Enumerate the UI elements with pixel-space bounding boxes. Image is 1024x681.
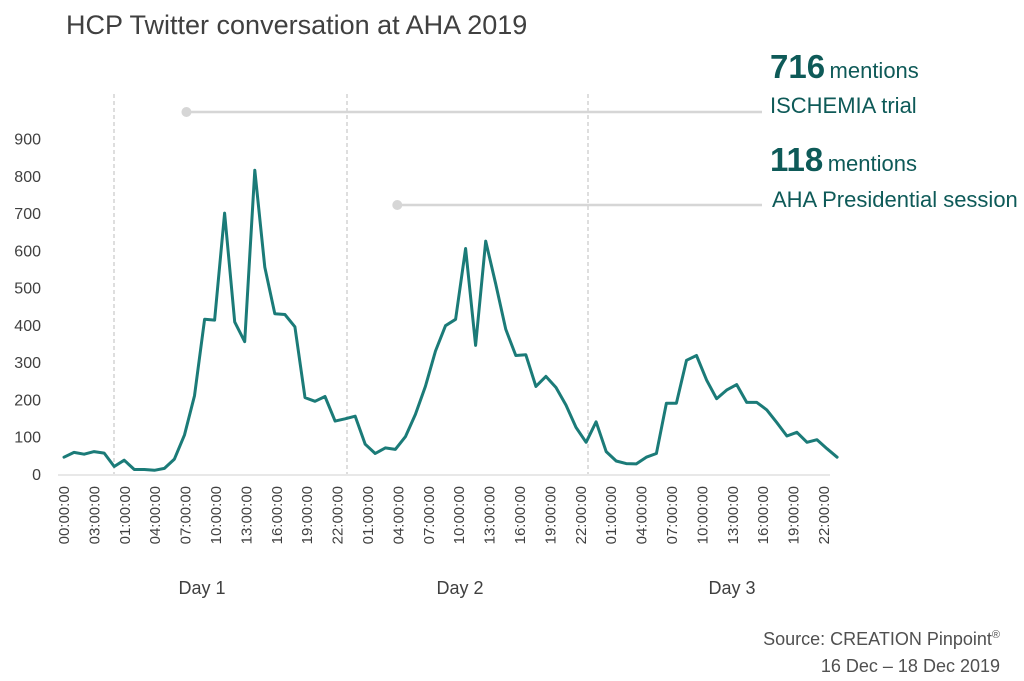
callout-dot-1 bbox=[181, 107, 192, 117]
x-tick-label: 19:00:00 bbox=[299, 486, 316, 544]
y-tick-label: 600 bbox=[14, 243, 41, 260]
x-tick-label: 04:00:00 bbox=[147, 486, 164, 544]
ischemia-mentions-unit: mentions bbox=[829, 58, 919, 83]
y-tick-label: 0 bbox=[32, 467, 41, 484]
chart-title: HCP Twitter conversation at AHA 2019 bbox=[66, 10, 528, 40]
x-tick-label: 01:00:00 bbox=[117, 486, 134, 544]
x-tick-label: 07:00:00 bbox=[178, 486, 195, 544]
source-line-1: Source: CREATION Pinpoint® bbox=[763, 629, 1000, 649]
x-tick-label: 07:00:00 bbox=[664, 486, 681, 544]
x-tick-label: 01:00:00 bbox=[360, 486, 377, 544]
y-tick-label: 300 bbox=[14, 355, 41, 372]
series-line-hcp-mentions bbox=[62, 168, 839, 472]
x-tick-label: 03:00:00 bbox=[86, 486, 103, 544]
y-tick-label: 800 bbox=[14, 169, 41, 186]
presidential-mentions-unit: mentions bbox=[827, 151, 917, 176]
x-tick-label: 01:00:00 bbox=[603, 486, 620, 544]
x-tick-label: 10:00:00 bbox=[694, 486, 711, 544]
x-tick-label: 22:00:00 bbox=[573, 486, 590, 544]
day-label-3: Day 3 bbox=[708, 578, 755, 598]
x-tick-label: 04:00:00 bbox=[390, 486, 407, 544]
y-tick-label: 100 bbox=[14, 430, 41, 447]
x-tick-label: 07:00:00 bbox=[421, 486, 438, 544]
registered-mark: ® bbox=[991, 629, 1000, 641]
ischemia-mentions-value: 716 bbox=[770, 48, 826, 85]
y-tick-label: 400 bbox=[14, 318, 41, 335]
y-tick-label: 200 bbox=[14, 392, 41, 409]
day-label-1: Day 1 bbox=[178, 578, 225, 598]
x-tick-label: 04:00:00 bbox=[634, 486, 651, 544]
x-tick-label: 19:00:00 bbox=[542, 486, 559, 544]
x-tick-label: 00:00:00 bbox=[56, 486, 73, 544]
presidential-mentions-value: 118 bbox=[770, 141, 824, 178]
y-tick-label: 700 bbox=[14, 206, 41, 223]
x-tick-label: 16:00:00 bbox=[269, 486, 286, 544]
source-note: Source: CREATION Pinpoint® 16 Dec – 18 D… bbox=[763, 622, 1000, 680]
annotation-ischemia-label: ISCHEMIA trial bbox=[770, 93, 917, 118]
x-tick-label: 10:00:00 bbox=[208, 486, 225, 544]
x-tick-label: 22:00:00 bbox=[816, 486, 833, 544]
day-label-2: Day 2 bbox=[436, 578, 483, 598]
y-tick-label: 900 bbox=[14, 132, 41, 149]
annotation-presidential-label: AHA Presidential session bbox=[772, 187, 1018, 212]
x-tick-label: 22:00:00 bbox=[330, 486, 347, 544]
x-tick-label: 13:00:00 bbox=[482, 486, 499, 544]
source-line-2: 16 Dec – 18 Dec 2019 bbox=[820, 656, 1000, 676]
x-tick-label: 16:00:00 bbox=[755, 486, 772, 544]
callout-dot-2 bbox=[392, 200, 403, 210]
annotation-presidential-count: 118 mentions bbox=[770, 141, 917, 179]
x-tick-label: 16:00:00 bbox=[512, 486, 529, 544]
y-tick-label: 500 bbox=[14, 281, 41, 298]
x-tick-label: 10:00:00 bbox=[451, 486, 468, 544]
x-tick-label: 19:00:00 bbox=[786, 486, 803, 544]
x-tick-label: 13:00:00 bbox=[238, 486, 255, 544]
annotation-ischemia-count: 716 mentions bbox=[770, 48, 919, 86]
x-tick-label: 13:00:00 bbox=[725, 486, 742, 544]
